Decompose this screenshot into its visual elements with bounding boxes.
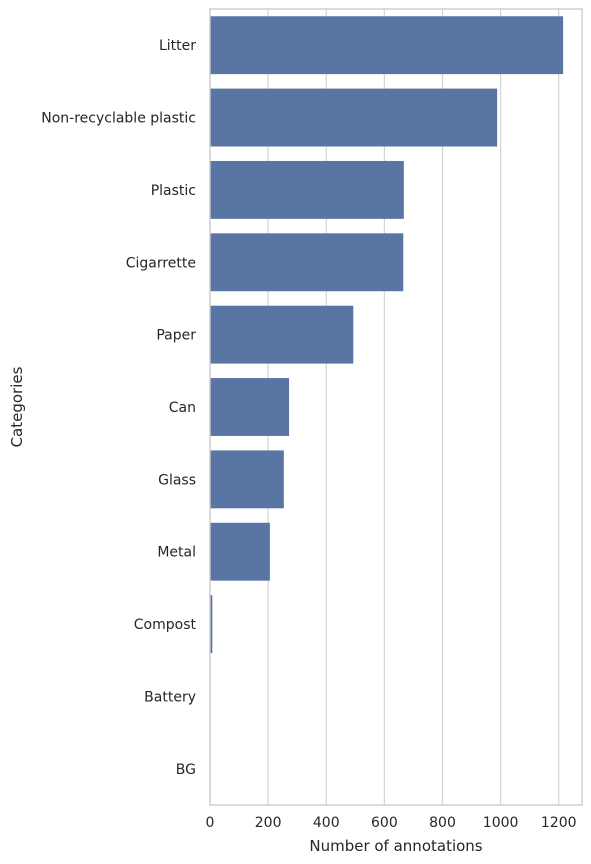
x-tick-label: 600 — [371, 815, 398, 831]
x-tick-label: 1000 — [483, 815, 519, 831]
bars — [210, 16, 564, 654]
x-tick-label: 200 — [255, 815, 282, 831]
x-tick-labels: 0 200 400 600 800 1000 1200 — [206, 815, 577, 831]
bar-cigarrette — [210, 233, 404, 292]
bar-non-recyclable-plastic — [210, 88, 498, 147]
y-tick-label-compost: Compost — [134, 617, 197, 633]
bar-can — [210, 378, 290, 436]
y-tick-label-glass: Glass — [158, 472, 196, 488]
y-tick-label-can: Can — [169, 400, 196, 416]
bar-compost — [210, 595, 213, 654]
x-tick-label: 1200 — [541, 815, 577, 831]
x-tick-label: 0 — [206, 815, 215, 831]
y-tick-label-non-recyclable-plastic: Non-recyclable plastic — [41, 111, 196, 127]
bar-plastic — [210, 160, 404, 219]
bar-paper — [210, 305, 354, 364]
y-tick-label-metal: Metal — [157, 545, 196, 561]
y-tick-label-bg: BG — [176, 762, 196, 778]
y-tick-labels: Litter Non-recyclable plastic Plastic Cigar… — [41, 38, 196, 778]
x-axis-label: Number of annotations — [309, 837, 482, 855]
x-tick-label: 400 — [313, 815, 340, 831]
y-tick-label-battery: Battery — [144, 689, 196, 705]
plot-frame — [209, 8, 583, 806]
y-tick-label-plastic: Plastic — [151, 183, 196, 199]
bar-glass — [210, 450, 284, 509]
y-tick-label-paper: Paper — [156, 328, 196, 344]
x-tick-label: 800 — [429, 815, 456, 831]
y-axis-label: Categories — [8, 366, 26, 447]
y-tick-label-cigarrette: Cigarrette — [126, 255, 196, 271]
y-tick-label-litter: Litter — [159, 38, 196, 54]
bar-litter — [210, 16, 564, 75]
bar-metal — [210, 522, 270, 581]
